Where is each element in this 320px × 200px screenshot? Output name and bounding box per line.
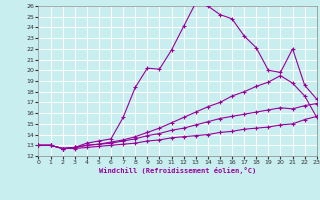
X-axis label: Windchill (Refroidissement éolien,°C): Windchill (Refroidissement éolien,°C) (99, 167, 256, 174)
